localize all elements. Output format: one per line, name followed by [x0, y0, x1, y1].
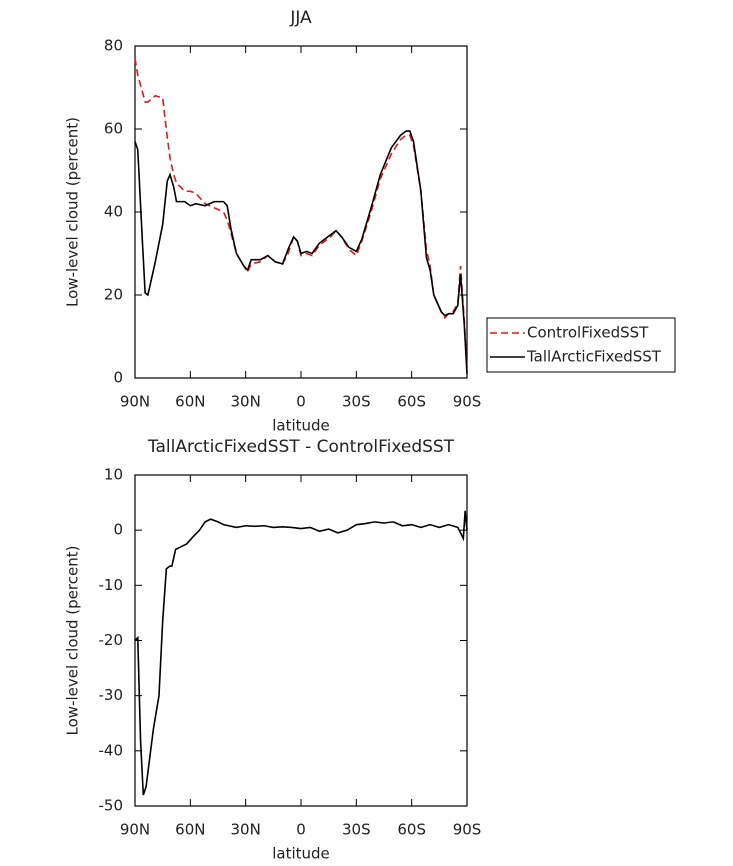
x-tick-label: 60S — [397, 821, 426, 839]
x-tick-label: 0 — [296, 393, 306, 411]
y-tick-label: 20 — [104, 286, 123, 304]
x-tick-label: 60S — [397, 393, 426, 411]
y-tick-label: 80 — [104, 37, 123, 55]
legend-label: ControlFixedSST — [527, 324, 649, 342]
data-line — [134, 510, 468, 796]
legend-box — [486, 317, 676, 373]
x-tick-label: 30S — [342, 393, 371, 411]
x-tick-label: 30N — [231, 821, 261, 839]
y-tick-label: 10 — [104, 466, 123, 484]
y-tick-label: -20 — [99, 631, 124, 649]
chart-title: JJA — [289, 8, 312, 28]
y-tick-label: -40 — [99, 741, 124, 759]
x-tick-label: 60N — [175, 393, 205, 411]
y-tick-label: -50 — [99, 797, 124, 815]
data-line — [134, 58, 468, 370]
x-tick-label: 30N — [231, 393, 261, 411]
x-axis-label: latitude — [272, 417, 330, 435]
y-tick-label: 0 — [113, 369, 123, 387]
legend-label: TallArcticFixedSST — [526, 348, 662, 366]
y-tick-label: -10 — [99, 576, 124, 594]
y-tick-label: 60 — [104, 120, 123, 138]
x-tick-label: 90S — [453, 393, 482, 411]
x-tick-label: 60N — [175, 821, 205, 839]
chart-title: TallArcticFixedSST - ControlFixedSST — [147, 437, 455, 457]
x-tick-label: 90N — [120, 393, 150, 411]
data-line — [134, 130, 468, 374]
plot-frame — [134, 474, 468, 807]
y-axis-label: Low-level cloud (percent) — [64, 117, 82, 307]
x-tick-label: 30S — [342, 821, 371, 839]
y-axis-label: Low-level cloud (percent) — [64, 546, 82, 736]
x-tick-label: 90N — [120, 821, 150, 839]
y-tick-label: -30 — [99, 686, 124, 704]
y-tick-label: 0 — [113, 521, 123, 539]
x-tick-label: 90S — [453, 821, 482, 839]
plot-frame — [134, 45, 468, 379]
x-axis-label: latitude — [272, 845, 330, 863]
x-tick-label: 0 — [296, 821, 306, 839]
y-tick-label: 40 — [104, 203, 123, 221]
